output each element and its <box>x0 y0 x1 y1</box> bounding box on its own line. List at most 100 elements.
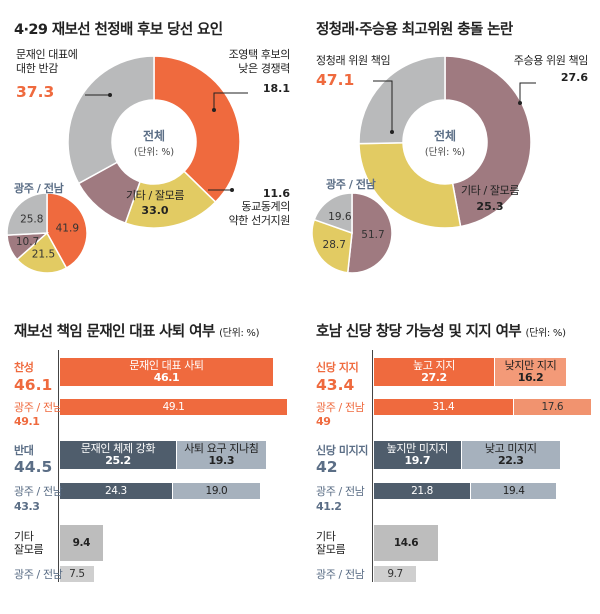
chart3-bar-3-1-name: 문재인 체제 강화 <box>80 442 156 455</box>
chart3-group1-region: 광주 / 전남 <box>14 401 63 414</box>
chart4-bar-3-1: 높지만 미지지 19.7 <box>374 441 461 469</box>
chart1-value-b: 18.1 <box>262 82 290 95</box>
chart3-bar-6-1: 7.5 <box>60 566 94 582</box>
chart2-leader-a <box>373 80 393 132</box>
chart1-label-c: 동교동계의 약한 선거지원 <box>228 200 291 227</box>
chart3-bar-1-1-name: 문재인 대표 사퇴 <box>129 359 204 372</box>
chart4-bar-2-1: 31.4 <box>374 399 513 415</box>
chart3-bar-5-1-value: 9.4 <box>72 536 91 549</box>
chart4-bar-5-1-value: 14.6 <box>393 536 419 549</box>
chart2-leader-b <box>519 82 536 103</box>
chart1-inset-value-2: 21.5 <box>32 249 55 261</box>
chart4-bar-1-1: 높고 지지 27.2 <box>374 358 494 386</box>
chart3-group2-label: 반대 <box>14 444 34 457</box>
chart3-group1-label: 찬성 <box>14 361 34 374</box>
chart3-bar-4-2: 19.0 <box>172 483 261 499</box>
chart3-group1-total: 46.1 <box>14 376 53 394</box>
chart3-group2-region: 광주 / 전남 <box>14 485 63 498</box>
chart4-group1-region: 광주 / 전남 <box>316 401 365 414</box>
chart1-inset-label: 광주 / 전남 <box>14 182 64 195</box>
chart2-label-a: 정청래 위원 책임 <box>316 54 391 67</box>
chart1-inset-value-3: 10.7 <box>16 236 39 248</box>
chart4-bar-3-2: 낮고 미지지 22.3 <box>461 441 560 469</box>
chart4-bar-3-1-name: 높지만 미지지 <box>386 442 449 455</box>
chart1-inset-value-4: 25.8 <box>20 214 43 226</box>
chart4-title: 호남 신당 창당 가능성 및 지지 여부 (단위: %) <box>316 324 566 340</box>
chart4-group2-total: 42 <box>316 458 338 476</box>
chart1-value-a: 37.3 <box>16 83 55 101</box>
chart1-leader-c-dot <box>230 188 234 192</box>
chart3-bar-2-1-value: 49.1 <box>162 400 185 413</box>
chart4-bar-2-2-value: 17.6 <box>541 400 564 413</box>
chart4-group2-label: 신당 미지지 <box>316 444 369 457</box>
chart2-inset-value-3: 19.6 <box>328 211 352 223</box>
chart2-main-slice-2 <box>358 142 462 229</box>
chart2-inset-slice-3 <box>313 192 353 235</box>
chart4-group2-region: 광주 / 전남 <box>316 485 365 498</box>
chart4-group3-region: 광주 / 전남 <box>316 568 365 581</box>
chart1-leader-a-dot <box>108 93 112 97</box>
chart3-bar-1-1-value: 46.1 <box>153 371 180 384</box>
chart3-bar-3-2: 사퇴 요구 지나침 19.3 <box>177 441 266 469</box>
center-unit: (단위: %) <box>425 146 465 158</box>
chart2-inset-value-2: 28.7 <box>323 239 346 251</box>
chart3-bar-4-2-value: 19.0 <box>205 484 228 497</box>
chart3-group1-region-total: 49.1 <box>14 415 40 428</box>
chart1-inset-slice-1 <box>46 192 88 270</box>
chart4-bar-5-1: 14.6 <box>374 525 438 561</box>
chart4-group1-region-total: 49 <box>316 415 331 428</box>
chart1-value-c: 11.6 <box>262 187 290 200</box>
chart1-main-slice-1 <box>153 55 241 204</box>
chart4-group1-total: 43.4 <box>316 376 355 394</box>
chart4-bar-1-1-value: 27.2 <box>421 371 447 384</box>
chart3-bar-2-1: 49.1 <box>60 399 287 415</box>
chart2-label-c: 기타 / 잘모름 <box>460 184 520 197</box>
chart2-leader-b-dot <box>518 101 522 105</box>
chart2-title: 정청래·주승용 최고위원 충돌 논란 <box>316 22 513 38</box>
chart2-main-slice-1 <box>444 55 532 228</box>
chart2-label-b: 주승용 위원 책임 <box>513 54 589 67</box>
chart4-bar-1-2-value: 16.2 <box>517 371 544 384</box>
chart2-inset-slice-1 <box>346 192 393 274</box>
chart4-bar-4-2: 19.4 <box>470 483 557 499</box>
chart3-title: 재보선 책임 문재인 대표 사퇴 여부 (단위: %) <box>14 324 260 340</box>
chart1-label-d: 기타 / 잘모름 <box>125 189 185 202</box>
chart4-bar-4-1-value: 21.8 <box>411 484 433 497</box>
chart4-group1-label: 신당 지지 <box>316 361 359 374</box>
chart1-label-b: 조영택 후보의 낮은 경쟁력 <box>228 48 291 75</box>
chart2-leader-a-dot <box>390 130 394 134</box>
chart2-value-c: 25.3 <box>476 200 504 213</box>
chart2-inset-value-1: 51.7 <box>361 229 384 241</box>
chart3-group2-total: 44.5 <box>14 458 53 476</box>
chart3-bar-3-1: 문재인 체제 강화 25.2 <box>60 441 177 469</box>
chart1-label-a: 문재인 대표에 대한 반감 <box>16 48 78 75</box>
chart3-bar-4-1-value: 24.3 <box>105 484 127 497</box>
chart4-bar-2-1-value: 31.4 <box>432 400 455 413</box>
center-label: 전체 <box>143 128 165 143</box>
center-label: 전체 <box>434 128 456 143</box>
chart3-bar-3-2-name: 사퇴 요구 지나침 <box>184 442 259 455</box>
chart2-inset-label: 광주 / 전남 <box>326 178 376 191</box>
chart2-value-b: 27.6 <box>560 71 588 84</box>
chart4-bar-1-1-name: 높고 지지 <box>413 359 455 372</box>
chart4-group2-region-total: 41.2 <box>316 500 342 513</box>
chart2-donut: 전체 (단위: %) 51.7 28.7 19.6 <box>311 55 536 274</box>
chart4-bar-3-2-name: 낮고 미지지 <box>484 442 537 455</box>
chart1-leader-b <box>213 92 248 110</box>
chart4-bar-6-1: 9.7 <box>374 566 417 582</box>
center-unit: (단위: %) <box>134 146 174 158</box>
chart1-inset-value-1: 41.9 <box>56 223 79 235</box>
chart4-group3-label: 기타 잘모름 <box>316 530 346 556</box>
chart3-axis <box>58 350 59 582</box>
chart3-group2-region-total: 43.3 <box>14 500 40 513</box>
chart3-bar-6-1-value: 7.5 <box>69 567 85 580</box>
chart2-value-a: 47.1 <box>316 71 355 89</box>
chart4-bar-2-2: 17.6 <box>513 399 591 415</box>
chart4-bar-6-1-value: 9.7 <box>387 567 403 580</box>
chart4-bar-4-2-value: 19.4 <box>502 484 525 497</box>
chart4-bar-1-2-name: 낮지만 지지 <box>504 359 557 372</box>
chart1-leader-b-dot <box>212 108 216 112</box>
chart4-bar-1-2: 낮지만 지지 16.2 <box>495 358 567 386</box>
chart3-bar-4-1: 24.3 <box>60 483 172 499</box>
chart1-value-d: 33.0 <box>141 204 169 217</box>
